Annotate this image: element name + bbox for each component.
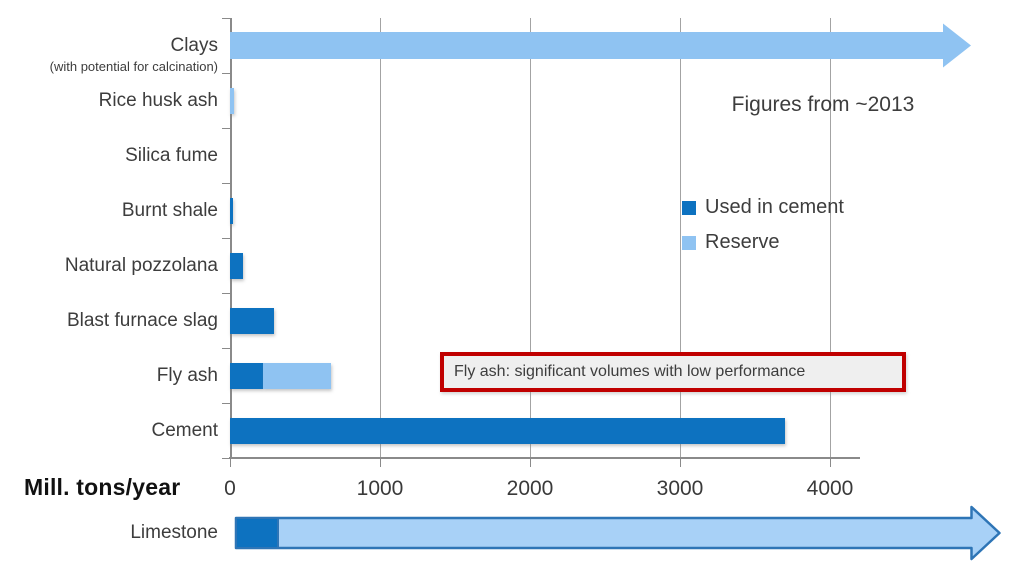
x-tick-label-4000: 4000 bbox=[806, 477, 854, 500]
category-label-rice-husk-ash: Rice husk ash bbox=[98, 89, 218, 111]
x-tick-label-0: 0 bbox=[224, 477, 236, 500]
y-axis-tick bbox=[222, 73, 230, 74]
clays-reserve-arrow bbox=[230, 23, 971, 68]
y-axis-tick bbox=[222, 183, 230, 184]
bar-used-cement bbox=[230, 417, 785, 444]
x-axis-tick-4000 bbox=[830, 457, 831, 467]
category-label-limestone: Limestone bbox=[130, 522, 218, 543]
category-label-blast-furnace-slag: Blast furnace slag bbox=[66, 309, 218, 331]
y-axis-tick bbox=[222, 403, 230, 404]
x-tick-label-2000: 2000 bbox=[506, 477, 554, 500]
limestone-reserve-arrow bbox=[234, 505, 1001, 561]
y-axis-tick bbox=[222, 458, 230, 459]
bar-used-natural-pozzolana bbox=[230, 252, 243, 279]
y-axis-tick bbox=[222, 18, 230, 19]
y-axis-tick bbox=[222, 128, 230, 129]
y-axis-line bbox=[230, 18, 232, 457]
gridline-1000 bbox=[380, 18, 381, 457]
x-axis-tick-0 bbox=[230, 457, 231, 467]
axis-unit-label: Mill. tons/year bbox=[24, 474, 181, 500]
y-axis-tick bbox=[222, 293, 230, 294]
legend-item-used: Used in cement bbox=[682, 196, 844, 219]
category-sublabel: (with potential for calcination) bbox=[49, 58, 218, 74]
legend-label-reserve: Reserve bbox=[705, 231, 780, 253]
fly-ash-callout: Fly ash: significant volumes with low pe… bbox=[440, 352, 906, 392]
figures-note: Figures from ~2013 bbox=[731, 93, 915, 116]
category-label-natural-pozzolana: Natural pozzolana bbox=[64, 254, 218, 276]
legend-swatch-reserve bbox=[682, 235, 696, 250]
category-label-burnt-shale: Burnt shale bbox=[121, 199, 218, 221]
x-tick-label-3000: 3000 bbox=[656, 477, 704, 500]
bar-used-burnt-shale bbox=[230, 197, 233, 224]
bar-used-fly-ash bbox=[230, 362, 263, 389]
y-axis-tick bbox=[222, 238, 230, 239]
gridline-2000 bbox=[530, 18, 531, 457]
x-axis-tick-3000 bbox=[680, 457, 681, 467]
category-label-clays: Clays (with potential for calcination) bbox=[0, 33, 218, 75]
x-axis-tick-2000 bbox=[530, 457, 531, 467]
category-label-fly-ash: Fly ash bbox=[156, 364, 218, 386]
limestone-used-bar bbox=[235, 517, 279, 549]
bar-used-blast-furnace-slag bbox=[230, 307, 274, 334]
bar-reserve-fly-ash bbox=[263, 362, 331, 389]
category-label-silica-fume: Silica fume bbox=[125, 144, 218, 166]
y-axis-tick bbox=[222, 348, 230, 349]
gridline-3000 bbox=[680, 18, 681, 457]
category-label-cement: Cement bbox=[151, 419, 218, 441]
legend-item-reserve: Reserve bbox=[682, 231, 779, 254]
x-tick-label-1000: 1000 bbox=[356, 477, 404, 500]
x-axis-tick-1000 bbox=[380, 457, 381, 467]
legend-label-used: Used in cement bbox=[705, 196, 844, 218]
bar-reserve-rice-husk-ash bbox=[230, 87, 234, 114]
gridline-4000 bbox=[830, 18, 831, 457]
x-axis-line bbox=[229, 457, 860, 459]
legend-swatch-used bbox=[682, 200, 696, 215]
